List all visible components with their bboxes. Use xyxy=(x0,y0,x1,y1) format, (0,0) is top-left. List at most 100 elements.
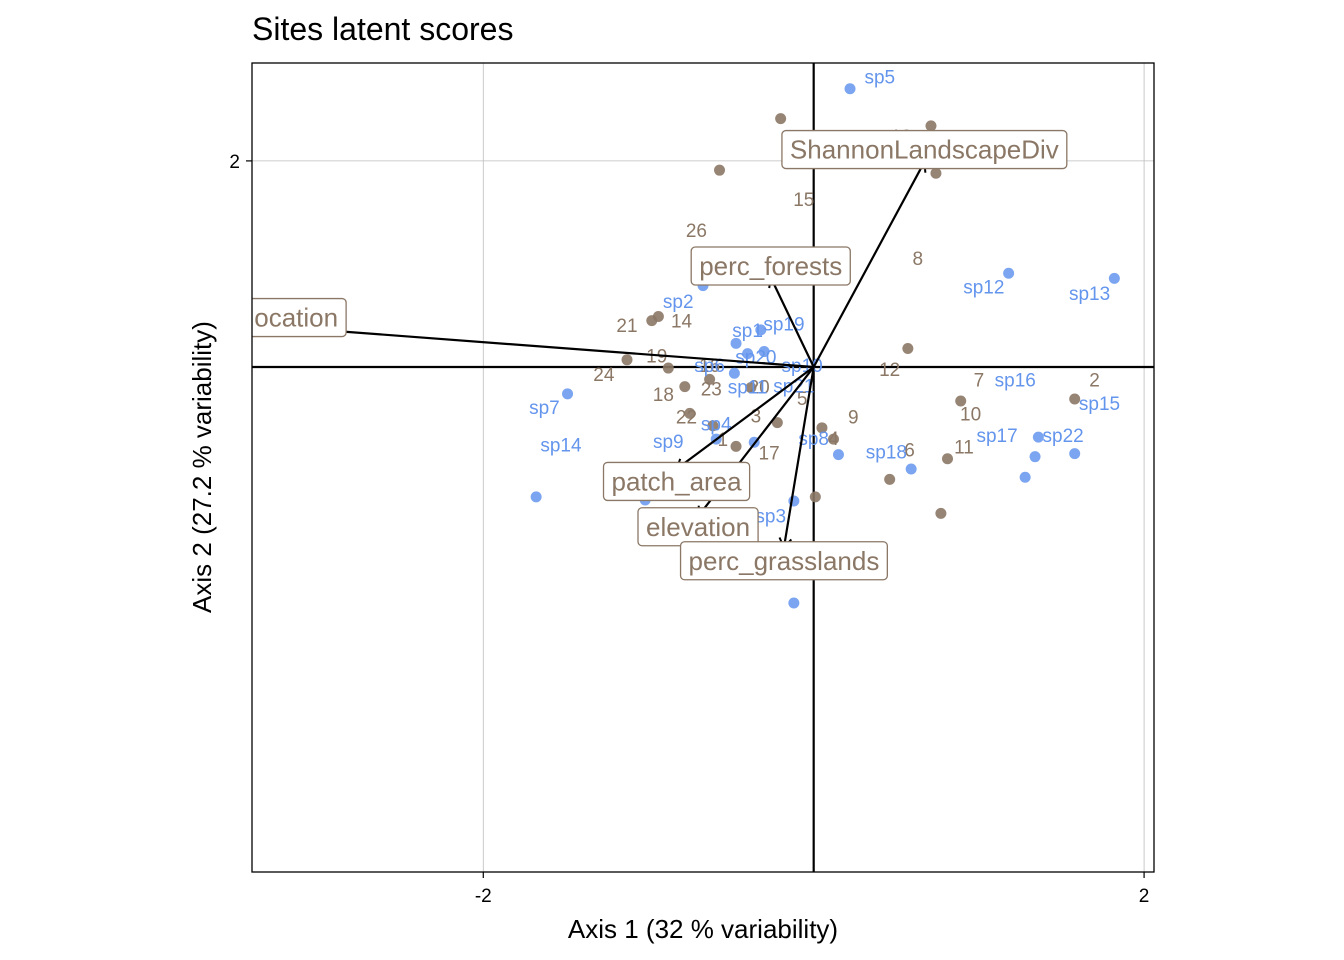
site-point-21 xyxy=(646,315,658,327)
site-point-22 xyxy=(707,420,719,432)
axis-ticks: -2 22 xyxy=(229,152,1149,907)
env-label-patch-area: patch_area xyxy=(602,461,751,502)
site-label-21: 21 xyxy=(616,316,637,337)
species-point-sp8 xyxy=(832,449,844,461)
env-label-text-patch-area: patch_area xyxy=(612,466,743,496)
plot-panel: 1234567891011121314151617181920212223242… xyxy=(248,62,1155,873)
species-point-sp10 xyxy=(788,597,800,609)
site-label-15: 15 xyxy=(793,190,814,211)
site-point-24 xyxy=(621,354,633,366)
species-label-sp8: sp8 xyxy=(798,429,829,450)
site-label-4: 4 xyxy=(828,429,839,450)
panel-border xyxy=(251,62,1155,873)
environment-labels: ShannonLandscapeDiv perc_forests location p… xyxy=(248,129,1068,581)
y-axis-title: Axis 2 (27.2 % variability) xyxy=(187,321,217,613)
env-arrow-location xyxy=(291,321,814,369)
site-point-8 xyxy=(930,167,942,179)
site-point-18 xyxy=(684,407,696,419)
species-label-sp11: sp11 xyxy=(728,378,768,399)
site-label-1: 1 xyxy=(718,430,729,451)
species-label-sp12: sp12 xyxy=(963,278,1004,299)
species-point-sp5 xyxy=(844,83,856,95)
zero-reference-lines xyxy=(252,63,1154,872)
site-label-24: 24 xyxy=(593,365,615,386)
species-label-sp22: sp22 xyxy=(1043,426,1084,447)
env-label-text-location: location xyxy=(248,303,338,333)
site-label-7: 7 xyxy=(974,370,985,391)
species-point-sp13 xyxy=(1108,272,1120,284)
site-label-3: 3 xyxy=(751,406,762,427)
site-point-15 xyxy=(775,113,787,125)
site-label-6: 6 xyxy=(904,440,915,461)
site-point-16 xyxy=(704,373,716,385)
site-label-19: 19 xyxy=(646,347,667,368)
site-point-5 xyxy=(771,417,783,429)
species-label-sp9: sp9 xyxy=(653,432,684,453)
species-label-sp14: sp14 xyxy=(540,435,582,456)
site-point-2 xyxy=(1069,393,1081,405)
x-axis-title: Axis 1 (32 % variability) xyxy=(568,914,838,944)
species-label-sp4: sp4 xyxy=(701,415,732,436)
species-point-sp20 xyxy=(758,346,770,358)
species-label-sp21: sp21 xyxy=(773,377,814,398)
species-point-sp14 xyxy=(530,491,542,503)
site-label-10: 10 xyxy=(960,404,981,425)
site-label-22: 22 xyxy=(676,407,697,428)
env-label-shannonlandscapediv: ShannonLandscapeDiv xyxy=(781,129,1068,170)
env-arrow-shannonlandscapediv xyxy=(812,160,927,368)
site-label-14: 14 xyxy=(671,312,693,333)
species-points xyxy=(530,83,1120,609)
site-label-16: 16 xyxy=(699,356,720,377)
site-point-13 xyxy=(925,120,937,132)
site-point-23 xyxy=(679,381,691,393)
species-label-sp13: sp13 xyxy=(1069,284,1110,305)
site-label-8: 8 xyxy=(912,249,923,270)
env-label-box-location xyxy=(252,297,347,338)
env-label-elevation: elevation xyxy=(637,507,759,547)
species-label-sp1: sp1 xyxy=(732,321,763,342)
species-label-sp17: sp17 xyxy=(976,426,1017,447)
species-point-sp17 xyxy=(1019,471,1031,483)
env-label-box-perc-forests xyxy=(690,246,851,286)
site-label-9: 9 xyxy=(848,407,859,428)
species-label-sp18: sp18 xyxy=(866,443,907,464)
site-label-17: 17 xyxy=(759,444,780,465)
species-label-sp2: sp2 xyxy=(663,292,694,313)
species-point-sp7 xyxy=(562,388,574,400)
species-label-sp15: sp15 xyxy=(1079,394,1120,415)
x-tick-label--2: -2 xyxy=(475,886,492,907)
site-point-10 xyxy=(941,453,953,465)
env-label-perc-forests: perc_forests xyxy=(690,246,851,286)
env-label-box-shannonlandscapediv xyxy=(781,129,1068,170)
site-point-12 xyxy=(902,342,914,354)
env-arrow-perc-forests xyxy=(768,275,815,368)
site-label-11: 11 xyxy=(954,437,974,458)
site-label-26: 26 xyxy=(686,221,707,242)
site-label-5: 5 xyxy=(797,389,808,410)
env-arrow-patch-area xyxy=(675,366,815,471)
species-label-sp19: sp19 xyxy=(763,315,804,336)
site-label-2: 2 xyxy=(1089,370,1100,391)
env-arrow-perc-grasslands xyxy=(778,366,815,550)
env-label-perc-grasslands: perc_grasslands xyxy=(679,541,888,581)
site-label-23: 23 xyxy=(701,380,722,401)
env-label-text-elevation: elevation xyxy=(646,512,750,542)
species-label-sp20: sp20 xyxy=(735,348,776,369)
site-point-20 xyxy=(745,382,757,394)
site-point-19 xyxy=(662,362,674,374)
site-point-6 xyxy=(884,473,896,485)
species-point-sp22 xyxy=(1029,451,1041,463)
x-tick-label-2: 2 xyxy=(1139,886,1150,907)
site-point-4 xyxy=(809,491,821,503)
site-label-20: 20 xyxy=(749,378,770,399)
site-point-7 xyxy=(955,395,967,407)
site-point-11 xyxy=(935,507,947,519)
site-label-18: 18 xyxy=(653,385,674,406)
species-label-sp3: sp3 xyxy=(755,506,786,527)
species-point-sp1 xyxy=(730,337,742,349)
species-point-sp18 xyxy=(905,463,917,475)
species-point-sp19 xyxy=(755,324,767,336)
species-point-sp6 xyxy=(728,367,740,379)
env-label-location: location xyxy=(248,297,347,338)
